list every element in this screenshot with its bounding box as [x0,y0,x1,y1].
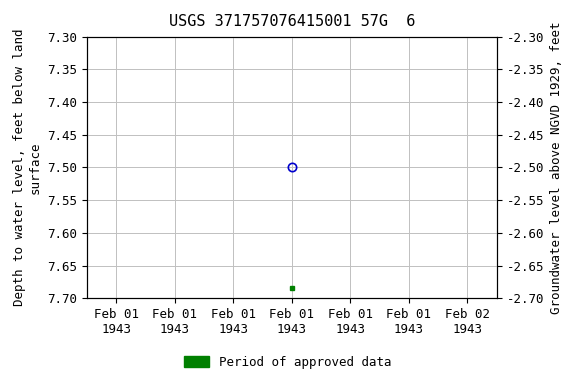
Legend: Period of approved data: Period of approved data [179,351,397,374]
Y-axis label: Depth to water level, feet below land
surface: Depth to water level, feet below land su… [13,29,41,306]
Title: USGS 371757076415001 57G  6: USGS 371757076415001 57G 6 [169,13,415,28]
Y-axis label: Groundwater level above NGVD 1929, feet: Groundwater level above NGVD 1929, feet [550,21,563,314]
